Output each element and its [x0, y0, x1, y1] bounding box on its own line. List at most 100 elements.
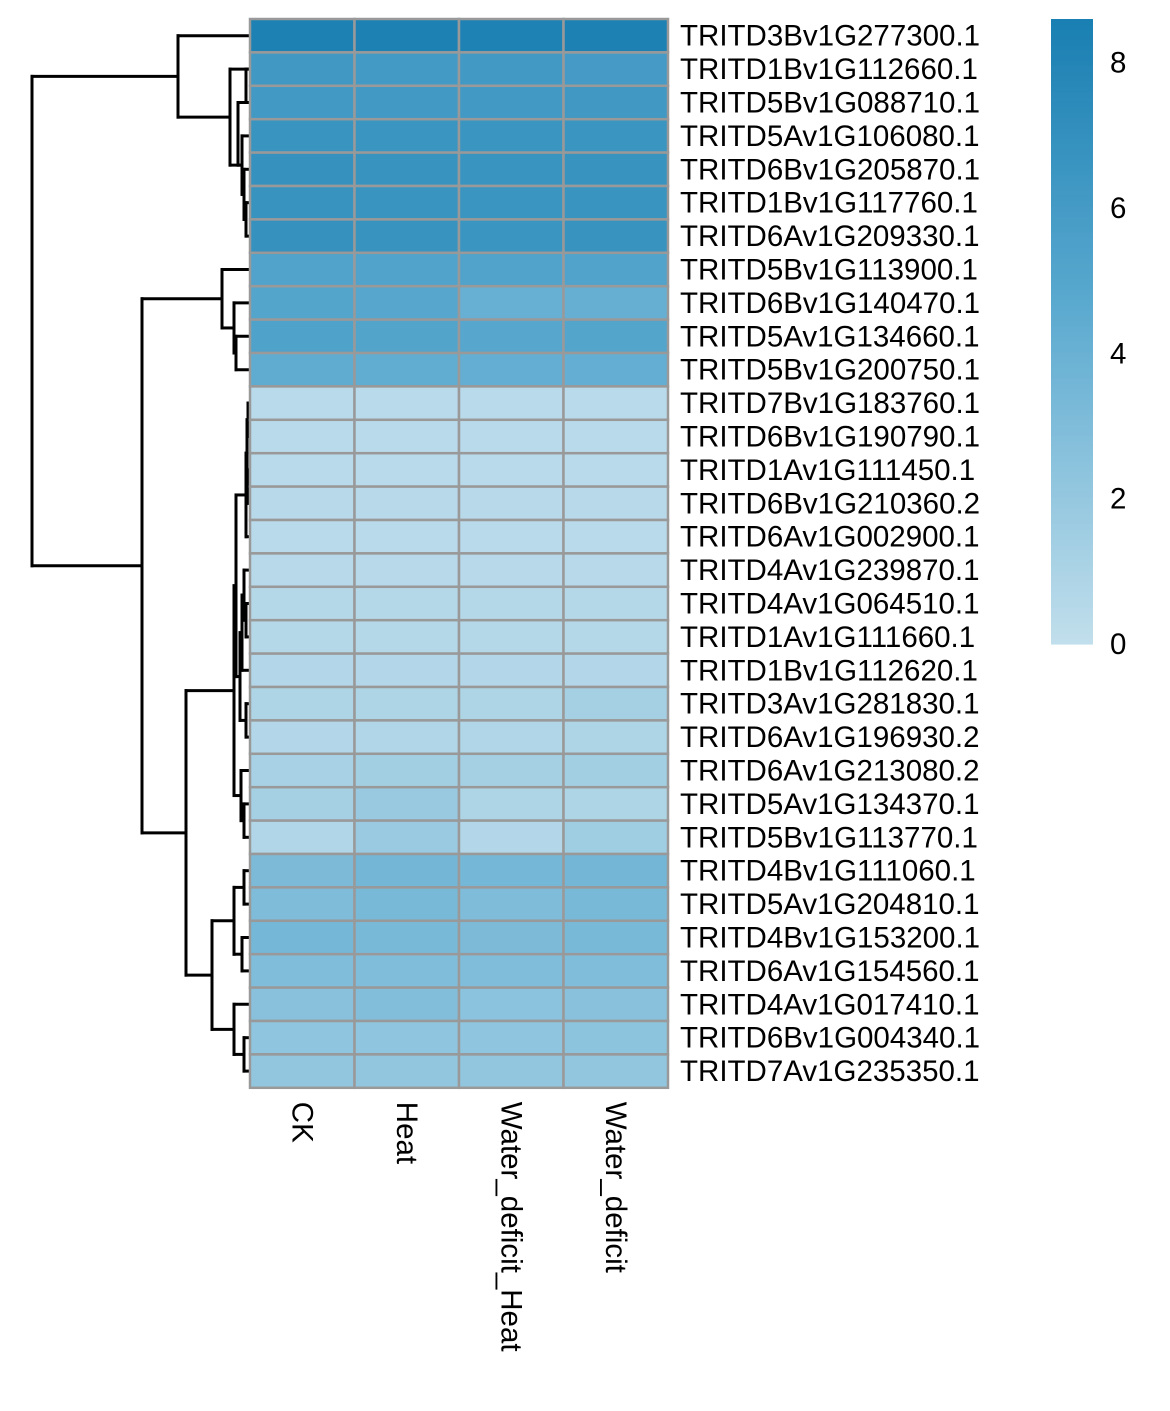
legend-gradient-step [1051, 607, 1093, 614]
heatmap-cell [248, 618, 356, 655]
legend-gradient-step [1051, 279, 1093, 286]
heatmap-cell [248, 986, 356, 1023]
heatmap-cell [248, 451, 356, 488]
heatmap-cell [457, 284, 565, 321]
legend-gradient-step [1051, 232, 1093, 239]
row-label: TRITD1Av1G111450.1 [680, 454, 975, 487]
legend-gradient-step [1051, 503, 1093, 510]
heatmap-cell [353, 351, 461, 388]
heatmap-cell [457, 351, 565, 388]
row-label: TRITD4Bv1G111060.1 [680, 855, 976, 888]
row-label: TRITD6Av1G196930.2 [680, 721, 980, 754]
heatmap-cell [353, 819, 461, 856]
legend-gradient-step [1051, 638, 1093, 645]
row-label: TRITD1Bv1G112660.1 [680, 53, 978, 86]
legend-tick-label: 4 [1110, 337, 1126, 370]
legend-gradient-step [1051, 196, 1093, 202]
heatmap-cell [248, 17, 356, 54]
heatmap-cell [248, 485, 356, 522]
legend-gradient-step [1051, 404, 1093, 411]
heatmap-cell [457, 51, 565, 88]
heatmap-cell [562, 351, 670, 388]
heatmap-cell [353, 785, 461, 822]
legend-gradient-step [1051, 310, 1093, 317]
legend-gradient-step [1051, 274, 1093, 281]
legend-gradient-step [1051, 451, 1093, 458]
legend-gradient-step [1051, 571, 1093, 577]
legend-gradient-step [1051, 39, 1093, 46]
legend-gradient-step [1051, 263, 1093, 270]
legend-gradient-step [1051, 550, 1093, 557]
row-label: TRITD6Av1G213080.2 [680, 755, 980, 788]
heatmap-cell [562, 518, 670, 555]
row-label: TRITD1Bv1G112620.1 [680, 654, 978, 687]
legend-gradient-step [1051, 81, 1093, 88]
heatmap-cell [353, 1053, 461, 1090]
heatmap-cell [353, 1019, 461, 1056]
heatmap-cell [248, 752, 356, 789]
legend-gradient-step [1051, 555, 1093, 562]
heatmap-cell [353, 518, 461, 555]
legend-gradient-step [1051, 367, 1093, 374]
heatmap-cell [457, 685, 565, 722]
legend-gradient-step [1051, 430, 1093, 437]
row-labels: TRITD3Bv1G277300.1TRITD1Bv1G112660.1TRIT… [680, 20, 980, 1088]
row-label: TRITD1Bv1G117760.1 [680, 187, 978, 220]
legend-gradient-step [1051, 425, 1093, 432]
heatmap-cell [353, 184, 461, 221]
heatmap-cell [248, 251, 356, 288]
legend-gradient-step [1051, 560, 1093, 567]
heatmap-cell [353, 552, 461, 589]
legend-gradient-step [1051, 472, 1093, 478]
heatmap-cell [248, 284, 356, 321]
row-label: TRITD6Bv1G004340.1 [680, 1022, 980, 1055]
legend-tick-label: 2 [1110, 483, 1126, 516]
heatmap-cell [562, 184, 670, 221]
heatmap-cell [353, 117, 461, 154]
heatmap-cell [457, 819, 565, 856]
legend-gradient-step [1051, 222, 1093, 228]
legend-gradient-step [1051, 138, 1093, 145]
heatmap-cell [248, 418, 356, 455]
legend-gradient-step [1051, 446, 1093, 452]
legend-gradient-step [1051, 513, 1093, 520]
legend-gradient-step [1051, 227, 1093, 234]
heatmap-cell [248, 117, 356, 154]
legend-gradient-step [1051, 539, 1093, 546]
legend-gradient-step [1051, 253, 1093, 260]
legend-gradient-step [1051, 128, 1093, 135]
column-label: Water_deficit [599, 1102, 632, 1273]
legend-gradient-step [1051, 414, 1093, 421]
heatmap-cell [248, 785, 356, 822]
row-label: TRITD7Av1G235350.1 [680, 1055, 980, 1088]
legend-gradient-step [1051, 201, 1093, 208]
legend-gradient-step [1051, 352, 1093, 359]
column-labels: CK Heat Water_deficit_Heat Water_deficit [285, 1102, 632, 1352]
heatmap-cell [248, 151, 356, 188]
legend-gradient-step [1051, 420, 1093, 426]
row-label: TRITD4Av1G017410.1 [680, 988, 980, 1021]
legend-gradient-step [1051, 628, 1093, 635]
heatmap-cell [457, 151, 565, 188]
heatmap-cell [562, 418, 670, 455]
row-label: TRITD7Bv1G183760.1 [680, 387, 980, 420]
legend-gradient-step [1051, 586, 1093, 593]
heatmap-cells [248, 17, 670, 1090]
heatmap-cell [248, 1019, 356, 1056]
heatmap-cell [353, 719, 461, 756]
row-label: TRITD5Av1G106080.1 [680, 120, 980, 153]
legend-gradient-step [1051, 24, 1093, 31]
legend-gradient-step [1051, 409, 1093, 416]
legend-gradient-step [1051, 440, 1093, 447]
row-label: TRITD5Av1G134370.1 [680, 788, 980, 821]
legend-gradient-step [1051, 76, 1093, 83]
legend-gradient-step [1051, 519, 1093, 525]
legend-gradient-step [1051, 50, 1093, 57]
heatmap-cell [353, 986, 461, 1023]
legend-gradient-step [1051, 206, 1093, 213]
row-label: TRITD1Av1G111660.1 [680, 621, 975, 654]
legend-gradient-step [1051, 565, 1093, 572]
heatmap-cell [353, 852, 461, 889]
legend-gradient-step [1051, 576, 1093, 583]
legend-gradient-step [1051, 492, 1093, 499]
